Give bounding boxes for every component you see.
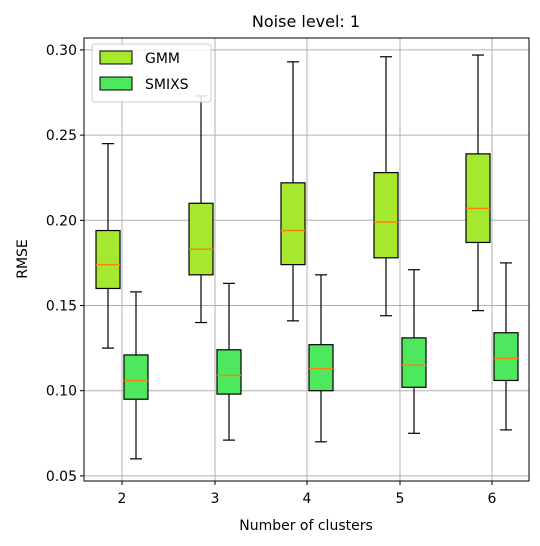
legend-swatch: [99, 76, 133, 91]
legend-swatch: [99, 50, 133, 65]
box-body: [493, 332, 519, 382]
box-body: [188, 202, 214, 276]
box-body: [280, 182, 306, 266]
y-tick-label: 0.05: [46, 469, 77, 485]
y-axis: 0.05 0.10 0.15 0.20 0.25 0.30: [46, 43, 84, 485]
legend: GMM SMIXS: [91, 43, 212, 103]
box-body: [95, 229, 121, 290]
legend-label: SMIXS: [145, 77, 189, 93]
box-body: [308, 344, 334, 392]
legend-label: GMM: [145, 51, 180, 67]
y-tick-label: 0.15: [46, 299, 77, 315]
y-tick-label: 0.25: [46, 128, 77, 144]
box-body: [401, 337, 427, 388]
box-gmm-2: [95, 143, 121, 349]
box-smixs-5: [401, 269, 427, 434]
box-gmm-5: [373, 56, 399, 317]
x-tick-label: 3: [211, 491, 220, 507]
box-smixs-6: [493, 262, 519, 431]
x-tick-label: 2: [118, 491, 127, 507]
box-smixs-2: [123, 291, 149, 460]
x-tick-label: 4: [303, 491, 312, 507]
y-axis-title: RMSE: [15, 239, 31, 279]
x-tick-label: 5: [396, 491, 405, 507]
box-smixs-4: [308, 274, 334, 443]
y-tick-label: 0.30: [46, 43, 77, 59]
y-tick-label: 0.20: [46, 213, 77, 229]
x-tick-label: 6: [488, 491, 497, 507]
box-gmm-6: [465, 54, 491, 312]
chart-title: Noise level: 1: [252, 12, 360, 31]
box-body: [465, 153, 491, 244]
box-body: [216, 349, 242, 395]
x-axis: 2 3 4 5 6: [118, 481, 497, 507]
y-tick-label: 0.10: [46, 384, 77, 400]
box-body: [373, 172, 399, 259]
box-smixs-3: [216, 282, 242, 441]
box-gmm-4: [280, 61, 306, 322]
box-body: [123, 354, 149, 400]
x-axis-title: Number of clusters: [239, 518, 373, 534]
